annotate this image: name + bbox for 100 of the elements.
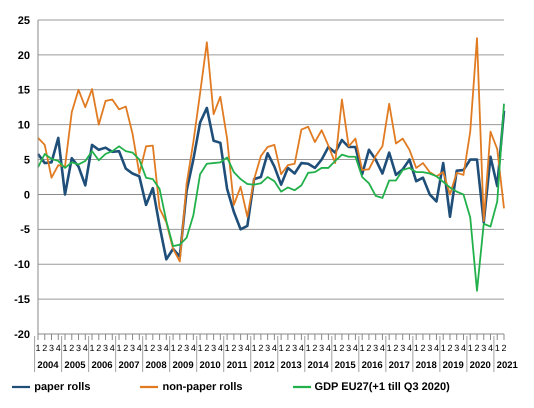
x-tick-label: 1 xyxy=(332,343,338,353)
x-tick-label: 2 xyxy=(339,343,344,353)
x-tick-label: 3 xyxy=(76,343,82,353)
x-tick-label: 2 xyxy=(123,343,128,353)
x-tick-label: 4 xyxy=(380,343,385,353)
text: 2008 xyxy=(145,360,167,371)
y-tick-label: -15 xyxy=(14,294,30,306)
x-tick-label: 2 xyxy=(96,343,102,353)
x-tick-label: 1 xyxy=(306,343,311,353)
x-tick-label: 1 xyxy=(116,343,122,353)
x-tick-label: 2 xyxy=(501,343,507,353)
y-tick-label: -20 xyxy=(14,328,30,341)
x-tick-label: 1 xyxy=(360,343,365,353)
x-tick-label: 4 xyxy=(326,343,331,353)
x-tick-label: 3 xyxy=(130,343,136,353)
x-tick-label: 1 xyxy=(62,343,68,353)
x-tick-label: 4 xyxy=(82,343,88,353)
x-tick-label: 1 xyxy=(224,343,230,353)
x-tick-label: 3 xyxy=(157,343,162,353)
x-tick-label: 2 xyxy=(447,343,452,353)
x-tick-label: 1 xyxy=(144,343,149,353)
x-tick-label: 2 xyxy=(285,343,290,353)
y-tick-label: 25 xyxy=(18,14,30,27)
text: 2017 xyxy=(388,360,410,371)
text: 2011 xyxy=(226,360,248,371)
x-tick-label: 4 xyxy=(244,343,250,353)
text: 2012 xyxy=(254,360,275,371)
x-tick-label: 3 xyxy=(238,343,244,353)
x-tick-label: 2 xyxy=(258,343,264,353)
line-series xyxy=(37,37,505,262)
x-tick-label: 4 xyxy=(110,343,115,353)
x-tick-label: 2 xyxy=(393,343,398,353)
x-tick-label: 4 xyxy=(352,343,358,353)
x-tick-label: 2 xyxy=(420,343,426,353)
x-tick-label: 1 xyxy=(35,343,41,353)
x-tick-label: 2 xyxy=(150,343,156,353)
x-tick-label: 3 xyxy=(184,343,190,353)
text: 2014 xyxy=(308,360,330,371)
x-tick-label: 2 xyxy=(312,343,318,353)
text: 2019 xyxy=(442,360,464,371)
x-tick-label: 3 xyxy=(454,343,460,353)
x-tick-label: 2 xyxy=(69,343,74,353)
x-tick-label: 2 xyxy=(204,343,210,353)
x-tick-label: 4 xyxy=(488,343,493,353)
text: 2007 xyxy=(118,360,140,371)
text: 2006 xyxy=(91,360,113,371)
x-tick-label: 1 xyxy=(170,343,176,353)
text: 2004 xyxy=(37,360,60,371)
y-tick-label: 5 xyxy=(24,154,30,166)
x-tick-label: 1 xyxy=(198,343,203,353)
x-tick-label: 2 xyxy=(177,343,182,353)
text: 2018 xyxy=(416,360,437,371)
x-tick-label: 3 xyxy=(373,343,378,353)
x-tick-label: 4 xyxy=(56,343,61,353)
x-tick-label: 2 xyxy=(231,343,236,353)
x-tick-label: 4 xyxy=(164,343,169,353)
x-tick-label: 1 xyxy=(414,343,419,353)
x-tick-label: 3 xyxy=(211,343,216,353)
x-tick-label: 2 xyxy=(474,343,480,353)
x-tick-label: 3 xyxy=(400,343,406,353)
x-tick-label: 1 xyxy=(440,343,446,353)
text: 2005 xyxy=(64,360,86,371)
legend-label: non-paper rolls xyxy=(162,380,243,393)
text: 2010 xyxy=(200,360,221,371)
x-tick-label: 3 xyxy=(481,343,486,353)
y-tick-label: 20 xyxy=(18,50,30,62)
text: 2020 xyxy=(470,360,491,371)
y-tick-label: 10 xyxy=(18,120,30,132)
x-tick-label: 1 xyxy=(90,343,95,353)
text: 2015 xyxy=(334,360,356,371)
y-tick-label: 0 xyxy=(24,189,30,202)
x-tick-label: 4 xyxy=(218,343,223,353)
x-tick-label: 3 xyxy=(427,343,432,353)
x-tick-label: 3 xyxy=(265,343,270,353)
y-tick-label: 15 xyxy=(18,84,30,97)
x-tick-label: 3 xyxy=(346,343,352,353)
x-tick-label: 3 xyxy=(319,343,324,353)
x-tick-label: 4 xyxy=(136,343,142,353)
x-tick-label: 1 xyxy=(468,343,473,353)
text: 2016 xyxy=(362,360,383,371)
x-tick-label: 1 xyxy=(278,343,284,353)
x-tick-label: 4 xyxy=(406,343,412,353)
x-tick-label: 3 xyxy=(292,343,298,353)
x-tick-label: 4 xyxy=(272,343,277,353)
legend-label: GDP EU27(+1 till Q3 2020) xyxy=(314,380,450,393)
x-tick-label: 2 xyxy=(366,343,372,353)
text: 2013 xyxy=(280,360,302,371)
x-tick-label: 4 xyxy=(190,343,196,353)
legend-label: paper rolls xyxy=(34,380,90,393)
x-tick-label: 3 xyxy=(103,343,108,353)
x-tick-label: 4 xyxy=(434,343,439,353)
x-tick-label: 4 xyxy=(460,343,466,353)
y-tick-label: -5 xyxy=(20,224,30,236)
text: 2009 xyxy=(172,360,194,371)
x-tick-label: 1 xyxy=(252,343,257,353)
x-tick-label: 3 xyxy=(49,343,54,353)
line-series xyxy=(37,102,505,292)
x-tick-label: 4 xyxy=(298,343,304,353)
x-tick-label: 1 xyxy=(386,343,392,353)
y-tick-label: -10 xyxy=(14,259,30,272)
